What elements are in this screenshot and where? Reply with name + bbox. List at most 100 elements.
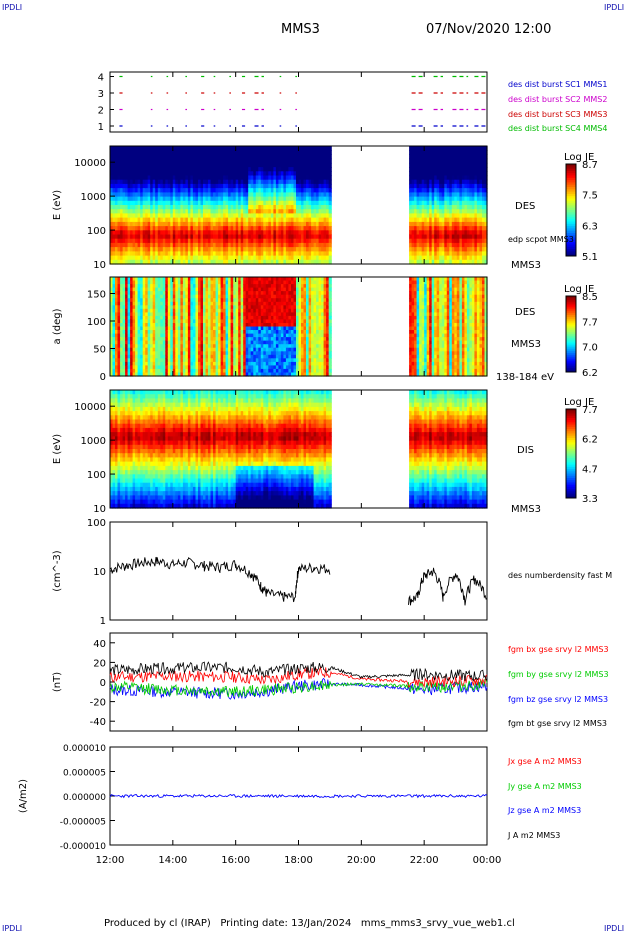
des-energy-cell	[484, 217, 488, 223]
des-energy-cell	[416, 259, 420, 265]
des-energy-cell	[240, 146, 244, 151]
des-energy-cell	[213, 255, 217, 261]
des-energy-cell	[255, 205, 259, 210]
des-energy-cell	[321, 171, 325, 177]
des-pitch-cell	[192, 298, 196, 303]
des-pitch-cell	[218, 333, 222, 338]
des-energy-cell	[182, 238, 186, 244]
des-energy-cell	[228, 217, 232, 223]
des-energy-cell	[411, 221, 415, 227]
des-energy-cell	[170, 150, 174, 155]
des-energy-cell	[326, 238, 330, 244]
des-energy-cell	[117, 200, 121, 206]
des-energy-cell	[291, 247, 295, 252]
des-energy-cell	[253, 209, 257, 214]
des-pitch-cell	[157, 333, 161, 338]
des-energy-cell	[150, 183, 154, 189]
des-energy-cell	[308, 179, 312, 185]
des-energy-cell	[461, 238, 465, 244]
des-energy-cell	[414, 230, 418, 236]
des-pitch-cell	[115, 287, 119, 292]
des-pitch-cell	[117, 312, 121, 317]
des-energy-cell	[213, 230, 217, 236]
des-energy-cell	[436, 230, 440, 236]
des-energy-cell	[454, 188, 458, 193]
des-energy-cell	[152, 255, 156, 261]
des-pitch-cell	[220, 287, 224, 292]
des-energy-cell	[449, 259, 453, 265]
des-energy-cell	[218, 188, 222, 193]
des-energy-cell	[235, 226, 239, 231]
des-energy-cell	[416, 175, 420, 181]
des-energy-cell	[316, 238, 320, 244]
des-pitch-cell	[203, 284, 207, 289]
des-pitch-cell	[175, 372, 179, 377]
des-energy-cell	[449, 238, 453, 244]
des-energy-cell	[220, 234, 224, 240]
des-energy-cell	[482, 259, 486, 265]
y-tick-label: 4	[98, 73, 104, 84]
des-energy-cell	[135, 154, 139, 160]
des-energy-cell	[203, 183, 207, 189]
des-energy-cell	[283, 192, 287, 198]
des-pitch-cell	[185, 284, 189, 289]
des-energy-cell	[162, 255, 166, 261]
des-energy-cell	[466, 179, 470, 185]
des-energy-cell	[419, 242, 423, 248]
des-energy-cell	[280, 158, 284, 164]
des-energy-cell	[285, 183, 289, 189]
des-energy-cell	[303, 259, 307, 265]
des-energy-cell	[260, 221, 264, 227]
des-energy-cell	[411, 196, 415, 202]
des-energy-cell	[451, 238, 455, 244]
des-energy-cell	[152, 162, 156, 168]
des-pitch-cell	[150, 347, 154, 352]
des-energy-cell	[243, 183, 247, 189]
des-pitch-cell	[177, 308, 181, 313]
des-energy-cell	[160, 251, 164, 257]
des-energy-cell	[285, 259, 289, 265]
des-energy-cell	[449, 230, 453, 236]
des-pitch-cell	[182, 344, 186, 349]
des-energy-cell	[303, 209, 307, 214]
des-energy-cell	[210, 158, 214, 164]
des-energy-cell	[474, 230, 478, 236]
des-energy-cell	[434, 205, 438, 210]
des-energy-cell	[125, 200, 129, 206]
des-pitch-cell	[140, 344, 144, 349]
des-energy-cell	[132, 158, 136, 164]
des-pitch-cell	[110, 301, 114, 306]
des-energy-cell	[243, 213, 247, 219]
des-energy-cell	[318, 213, 322, 219]
des-energy-cell	[200, 150, 204, 155]
des-energy-cell	[285, 171, 289, 177]
des-pitch-cell	[210, 277, 214, 282]
des-pitch-cell	[177, 337, 181, 342]
des-energy-cell	[328, 255, 332, 261]
des-energy-cell	[258, 234, 262, 240]
des-energy-cell	[285, 209, 289, 214]
des-energy-cell	[441, 230, 445, 236]
des-pitch-cell	[235, 277, 239, 282]
des-energy-cell	[182, 213, 186, 219]
des-pitch-cell	[167, 361, 171, 366]
des-energy-cell	[476, 150, 480, 155]
des-energy-cell	[293, 226, 297, 231]
des-energy-cell	[270, 192, 274, 198]
des-energy-cell	[424, 242, 428, 248]
des-pitch-cell	[235, 337, 239, 342]
des-pitch-cell	[172, 358, 176, 363]
des-pitch-cell	[195, 354, 199, 359]
des-energy-cell	[152, 188, 156, 193]
des-energy-cell	[474, 205, 478, 210]
des-energy-cell	[205, 158, 209, 164]
des-energy-cell	[265, 230, 269, 236]
des-energy-cell	[125, 230, 129, 236]
des-energy-cell	[225, 171, 229, 177]
des-energy-cell	[112, 217, 116, 223]
des-energy-cell	[122, 213, 126, 219]
des-energy-cell	[230, 175, 234, 181]
des-energy-cell	[454, 230, 458, 236]
des-energy-cell	[278, 234, 282, 240]
des-energy-cell	[177, 171, 181, 177]
